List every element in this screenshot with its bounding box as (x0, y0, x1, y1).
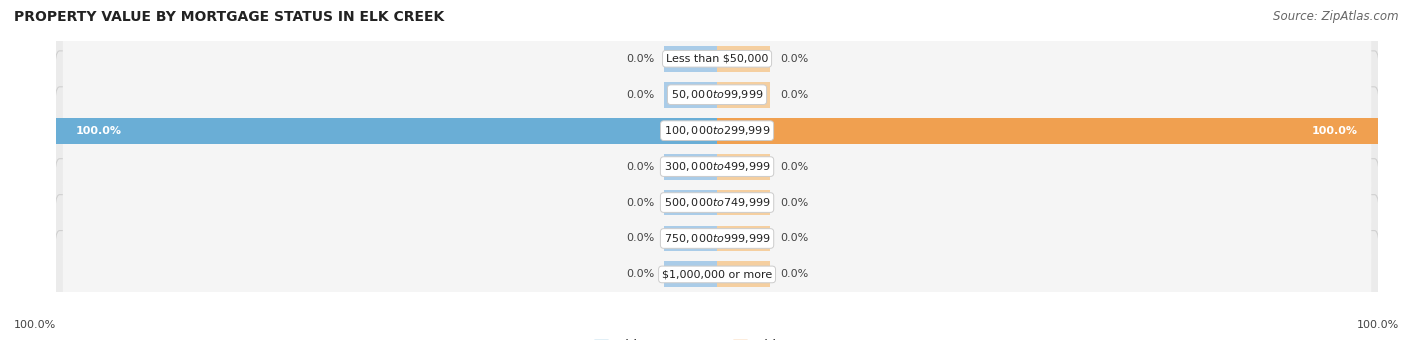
Text: 0.0%: 0.0% (626, 54, 654, 64)
Text: $300,000 to $499,999: $300,000 to $499,999 (664, 160, 770, 173)
Text: 0.0%: 0.0% (780, 269, 808, 279)
FancyBboxPatch shape (63, 27, 1371, 91)
FancyBboxPatch shape (55, 123, 1379, 210)
Bar (56, 118, 717, 143)
Text: 100.0%: 100.0% (1312, 126, 1358, 136)
Bar (664, 261, 717, 287)
Text: $50,000 to $99,999: $50,000 to $99,999 (671, 88, 763, 101)
Bar (717, 82, 770, 108)
Text: 0.0%: 0.0% (626, 198, 654, 207)
Bar (664, 190, 717, 216)
Text: $100,000 to $299,999: $100,000 to $299,999 (664, 124, 770, 137)
Bar (717, 190, 770, 216)
Text: 0.0%: 0.0% (780, 54, 808, 64)
Text: PROPERTY VALUE BY MORTGAGE STATUS IN ELK CREEK: PROPERTY VALUE BY MORTGAGE STATUS IN ELK… (14, 10, 444, 24)
Text: 0.0%: 0.0% (626, 269, 654, 279)
FancyBboxPatch shape (63, 170, 1371, 235)
Text: 0.0%: 0.0% (780, 234, 808, 243)
Bar (664, 225, 717, 251)
Text: $750,000 to $999,999: $750,000 to $999,999 (664, 232, 770, 245)
Text: 0.0%: 0.0% (780, 90, 808, 100)
FancyBboxPatch shape (55, 194, 1379, 282)
Bar (664, 82, 717, 108)
FancyBboxPatch shape (55, 159, 1379, 246)
Text: 0.0%: 0.0% (780, 162, 808, 172)
Legend: Without Mortgage, With Mortgage: Without Mortgage, With Mortgage (589, 335, 845, 340)
Text: $1,000,000 or more: $1,000,000 or more (662, 269, 772, 279)
Text: $500,000 to $749,999: $500,000 to $749,999 (664, 196, 770, 209)
FancyBboxPatch shape (55, 87, 1379, 174)
Text: 0.0%: 0.0% (626, 234, 654, 243)
FancyBboxPatch shape (63, 206, 1371, 271)
FancyBboxPatch shape (63, 62, 1371, 127)
Text: 100.0%: 100.0% (1357, 320, 1399, 330)
Text: Less than $50,000: Less than $50,000 (666, 54, 768, 64)
FancyBboxPatch shape (63, 134, 1371, 199)
FancyBboxPatch shape (63, 242, 1371, 307)
FancyBboxPatch shape (55, 15, 1379, 103)
Bar (717, 261, 770, 287)
Bar (717, 225, 770, 251)
Text: Source: ZipAtlas.com: Source: ZipAtlas.com (1274, 10, 1399, 23)
Bar (717, 46, 770, 72)
Bar (717, 154, 770, 180)
Bar (664, 46, 717, 72)
Text: 100.0%: 100.0% (76, 126, 122, 136)
Bar (664, 154, 717, 180)
FancyBboxPatch shape (55, 51, 1379, 139)
Text: 0.0%: 0.0% (626, 162, 654, 172)
FancyBboxPatch shape (55, 231, 1379, 318)
Text: 100.0%: 100.0% (14, 320, 56, 330)
Bar (717, 118, 1378, 143)
FancyBboxPatch shape (63, 98, 1371, 163)
Text: 0.0%: 0.0% (780, 198, 808, 207)
Text: 0.0%: 0.0% (626, 90, 654, 100)
